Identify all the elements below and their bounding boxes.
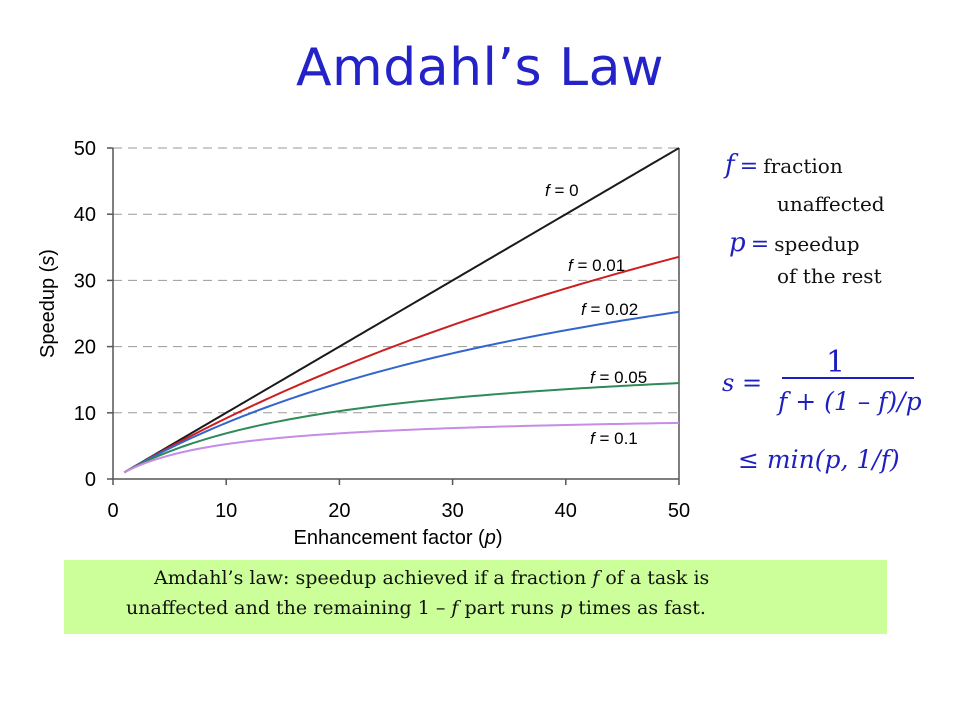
series-line-3: [123, 382, 680, 474]
y-axis-label: Speedup (s): [37, 249, 59, 358]
y-tick-label: 40: [74, 204, 96, 226]
f-equals: =: [739, 154, 759, 179]
x-tick-label: 20: [328, 500, 350, 522]
formula-lhs: s =: [722, 369, 763, 397]
y-tick-label: 10: [74, 403, 96, 425]
x-tick-label: 50: [668, 500, 690, 522]
speedup-chart: 0 10 20 30 40 50 0 10 20 30 40 50 f = 0 f = 0.01 f = …: [37, 138, 690, 549]
series-line-1: [123, 255, 680, 474]
x-tick-label: 40: [555, 500, 577, 522]
caption-line-2: unaffected and the remaining 1 – f part …: [126, 597, 706, 619]
formula-numerator: 1: [826, 345, 846, 380]
formula-denominator: f + (1 – f)/p: [778, 387, 922, 416]
caption-line-1: Amdahl’s law: speedup achieved if a frac…: [154, 567, 710, 589]
y-tick-label: 0: [85, 469, 96, 491]
series-line-2: [123, 310, 680, 474]
f-definition: f = fraction: [725, 150, 843, 180]
series-label: f = 0.01: [568, 256, 625, 275]
f-symbol: f: [725, 150, 735, 180]
series-label: f = 0.05: [590, 368, 647, 387]
x-tick-label: 10: [215, 500, 237, 522]
y-tick-label: 50: [74, 138, 96, 160]
page-title: Amdahl’s Law: [295, 38, 665, 98]
f-def-text1: fraction: [763, 154, 843, 178]
formula-bound: ≤ min(p, 1/f): [738, 445, 900, 474]
x-tick-label: 0: [107, 500, 118, 522]
series-label: f = 0.1: [590, 429, 638, 448]
p-equals: =: [750, 232, 770, 257]
fraction-bar: [782, 377, 914, 379]
x-tick-label: 30: [441, 500, 463, 522]
p-definition: p = speedup: [729, 228, 860, 258]
f-def-text2: unaffected: [777, 192, 885, 216]
p-symbol: p: [729, 228, 746, 258]
y-tick-label: 20: [74, 337, 96, 359]
series-label: f = 0.02: [581, 300, 638, 319]
series-label: f = 0: [545, 181, 579, 200]
series-line-4: [123, 421, 680, 474]
p-def-text1: speedup: [774, 232, 860, 256]
p-def-text2: of the rest: [777, 264, 882, 288]
y-tick-label: 30: [74, 270, 96, 292]
series-line-0: [123, 147, 680, 474]
x-axis-label: Enhancement factor (p): [293, 527, 502, 549]
caption-box: Amdahl’s law: speedup achieved if a frac…: [64, 560, 887, 634]
